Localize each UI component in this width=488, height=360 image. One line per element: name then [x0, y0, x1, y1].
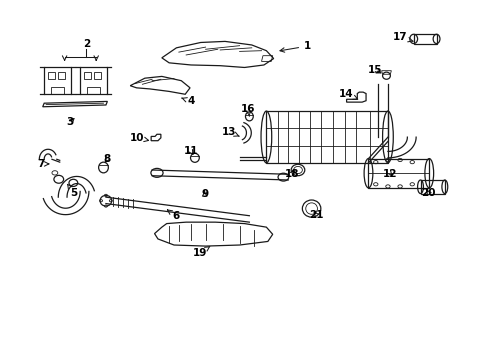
Text: 20: 20	[420, 188, 435, 198]
Text: 13: 13	[221, 127, 239, 137]
Text: 10: 10	[130, 133, 148, 143]
Text: 18: 18	[285, 168, 299, 179]
Text: 3: 3	[67, 117, 74, 127]
Text: 16: 16	[241, 104, 255, 116]
Text: 2: 2	[82, 39, 90, 49]
Text: 6: 6	[167, 210, 180, 221]
Text: 12: 12	[382, 168, 397, 179]
Text: 14: 14	[339, 89, 357, 99]
Text: 19: 19	[192, 247, 209, 258]
Text: 4: 4	[182, 96, 194, 107]
Text: 5: 5	[67, 184, 77, 198]
Text: 1: 1	[280, 41, 311, 52]
Text: 15: 15	[367, 65, 381, 75]
Text: 21: 21	[308, 210, 323, 220]
Text: 8: 8	[103, 154, 111, 163]
Text: 11: 11	[183, 147, 198, 157]
Text: 7: 7	[38, 159, 49, 169]
Text: 9: 9	[201, 189, 208, 199]
Text: 17: 17	[392, 32, 412, 42]
